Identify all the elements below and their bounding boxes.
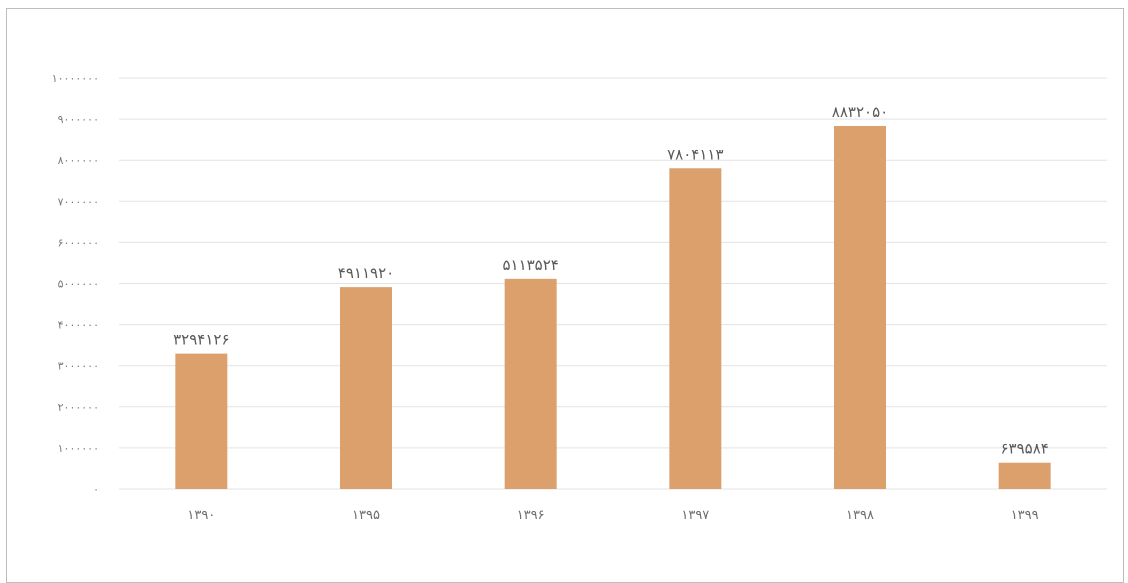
bar — [504, 278, 557, 489]
y-tick-label: ۶۰۰۰۰۰۰ — [58, 236, 99, 249]
y-tick-label: ۲۰۰۰۰۰۰ — [58, 401, 99, 414]
bar-data-label: ۶۳۹۵۸۴ — [1000, 440, 1048, 458]
x-axis-category-labels: ۱۳۹۰ ۱۳۹۵ ۱۳۹۶ ۱۳۹۷ ۱۳۹۸ ۱۳۹۹ — [187, 508, 1039, 523]
bar — [175, 353, 228, 489]
bar-chart: ۰ ۱۰۰۰۰۰۰ ۲۰۰۰۰۰۰ ۳۰۰۰۰۰۰ ۴۰۰۰۰۰۰ ۵۰۰۰۰۰۰ ۶۰۰۰… — [52, 72, 1107, 523]
y-axis-tick-labels: ۰ ۱۰۰۰۰۰۰ ۲۰۰۰۰۰۰ ۳۰۰۰۰۰۰ ۴۰۰۰۰۰۰ ۵۰۰۰۰۰۰ ۶۰۰۰… — [52, 72, 99, 496]
bar — [669, 168, 722, 489]
bar-data-label: ۳۲۹۴۱۲۶ — [173, 331, 229, 349]
bar — [834, 126, 886, 489]
bar-data-label: ۵۱۱۳۵۲۴ — [502, 256, 558, 274]
y-tick-label: ۵۰۰۰۰۰۰ — [58, 278, 99, 291]
x-category-label: ۱۳۹۶ — [517, 508, 545, 523]
gridlines — [119, 77, 1107, 490]
bars — [175, 126, 1051, 489]
bar — [998, 462, 1051, 489]
y-tick-label: ۸۰۰۰۰۰۰ — [58, 154, 99, 167]
y-tick-label: ۴۰۰۰۰۰۰ — [58, 319, 99, 332]
y-tick-label: ۱۰۰۰۰۰۰ — [58, 442, 99, 455]
y-tick-label: ۷۰۰۰۰۰۰ — [58, 195, 99, 208]
x-category-label: ۱۳۹۹ — [1011, 508, 1039, 523]
data-labels: ۳۲۹۴۱۲۶ ۴۹۱۱۹۲۰ ۵۱۱۳۵۲۴ ۷۸۰۴۱۱۳ ۸۸۳۲۰۵۰ ۶۳۹۵۸… — [173, 103, 1048, 458]
x-category-label: ۱۳۹۷ — [681, 508, 709, 523]
y-tick-label: ۳۰۰۰۰۰۰ — [58, 360, 99, 373]
y-tick-label: ۹۰۰۰۰۰۰ — [58, 113, 99, 126]
x-category-label: ۱۳۹۵ — [352, 508, 380, 523]
chart-frame: ۰ ۱۰۰۰۰۰۰ ۲۰۰۰۰۰۰ ۳۰۰۰۰۰۰ ۴۰۰۰۰۰۰ ۵۰۰۰۰۰۰ ۶۰۰۰… — [6, 8, 1124, 583]
bar-data-label: ۷۸۰۴۱۱۳ — [667, 145, 723, 163]
x-category-label: ۱۳۹۸ — [846, 508, 874, 523]
y-tick-label: ۰ — [93, 483, 99, 496]
bar — [340, 287, 392, 489]
y-tick-label: ۱۰۰۰۰۰۰۰ — [52, 72, 99, 85]
bar-data-label: ۴۹۱۱۹۲۰ — [338, 264, 394, 282]
bar-data-label: ۸۸۳۲۰۵۰ — [832, 103, 888, 121]
x-category-label: ۱۳۹۰ — [187, 508, 215, 523]
